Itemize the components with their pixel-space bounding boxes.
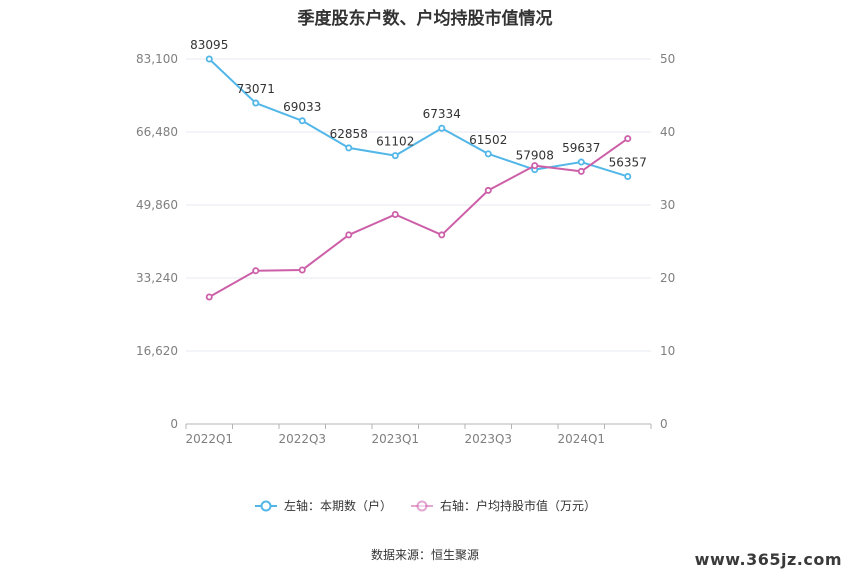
data-label: 62858 <box>330 127 368 141</box>
data-point-left <box>205 55 213 63</box>
legend-item-right[interactable]: 右轴：户均持股市值（万元） <box>410 497 596 514</box>
data-point-right <box>252 267 260 275</box>
data-point-left <box>298 117 306 125</box>
data-point-right <box>531 162 539 170</box>
series-line-left <box>208 58 629 178</box>
watermark: www.365jz.com <box>694 550 842 569</box>
data-label: 61102 <box>376 135 414 149</box>
legend-left-line-circle-icon <box>254 500 277 511</box>
data-point-right <box>345 231 353 239</box>
legend-item-left[interactable]: 左轴：本期数（户） <box>254 497 392 514</box>
data-label: 59637 <box>562 141 600 155</box>
data-point-left <box>345 144 353 152</box>
right-axis-tick-label: 0 <box>660 417 668 431</box>
data-point-left <box>577 158 585 166</box>
left-axis-tick-label: 66,480 <box>136 125 178 139</box>
right-axis-tick-label: 20 <box>660 271 675 285</box>
left-axis-tick-label: 83,100 <box>136 52 178 66</box>
legend-right-line-circle-icon <box>411 500 433 511</box>
right-axis-tick-label: 10 <box>660 344 675 358</box>
data-label: 67334 <box>423 107 461 121</box>
legend-left-label: 左轴：本期数（户） <box>283 499 392 513</box>
x-axis-tick-label: 2024Q1 <box>557 432 605 446</box>
x-axis-tick-label: 2022Q3 <box>278 432 326 446</box>
data-point-right <box>577 167 585 175</box>
data-label: 73071 <box>237 82 275 96</box>
data-point-right <box>624 135 632 143</box>
data-point-right <box>298 266 306 274</box>
data-point-left <box>252 99 260 107</box>
data-point-right <box>484 186 492 194</box>
data-point-left <box>484 150 492 158</box>
data-label: 57908 <box>516 149 554 163</box>
data-point-right <box>205 293 213 301</box>
right-axis-tick-label: 30 <box>660 198 675 212</box>
data-label: 56357 <box>609 155 647 169</box>
data-label: 83095 <box>190 38 228 52</box>
data-label: 69033 <box>283 100 321 114</box>
right-axis-tick-label: 50 <box>660 52 675 66</box>
left-axis-tick-label: 16,620 <box>136 344 178 358</box>
data-label: 61502 <box>469 133 507 147</box>
x-axis-tick-label: 2023Q3 <box>464 432 512 446</box>
data-point-left <box>624 172 632 180</box>
legend: 左轴：本期数（户） 右轴：户均持股市值（万元） <box>0 497 850 514</box>
x-axis-tick-label: 2022Q1 <box>185 432 233 446</box>
right-axis-tick-label: 40 <box>660 125 675 139</box>
data-point-right <box>438 231 446 239</box>
left-axis-tick-label: 33,240 <box>136 271 178 285</box>
data-point-left <box>438 124 446 132</box>
legend-right-label: 右轴：户均持股市值（万元） <box>440 499 597 513</box>
left-axis-tick-label: 0 <box>170 417 178 431</box>
left-axis-tick-label: 49,860 <box>136 198 178 212</box>
data-point-right <box>391 210 399 218</box>
data-source: 数据来源：恒生聚源 <box>370 548 479 562</box>
x-axis-tick-label: 2023Q1 <box>371 432 419 446</box>
chart-title: 季度股东户数、户均持股市值情况 <box>297 9 553 29</box>
series-line-right <box>208 137 629 298</box>
data-point-left <box>391 152 399 160</box>
